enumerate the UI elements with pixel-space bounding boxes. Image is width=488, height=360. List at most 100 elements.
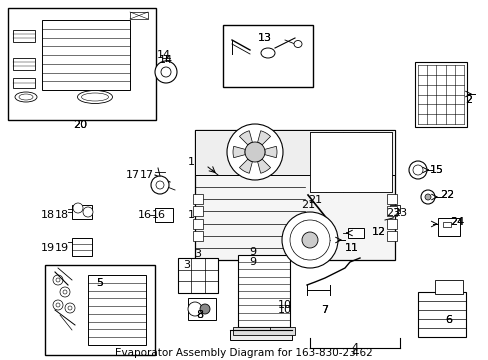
Text: 20: 20 xyxy=(73,120,87,130)
Circle shape xyxy=(420,190,434,204)
Ellipse shape xyxy=(293,40,302,48)
Circle shape xyxy=(424,194,430,200)
Bar xyxy=(13,78,35,88)
Circle shape xyxy=(244,142,264,162)
Text: 20: 20 xyxy=(73,120,87,130)
Circle shape xyxy=(161,67,171,77)
Bar xyxy=(193,194,203,204)
Bar xyxy=(195,130,394,175)
Bar xyxy=(195,130,394,260)
Bar xyxy=(223,25,312,87)
Text: 5: 5 xyxy=(96,278,103,288)
Text: 17: 17 xyxy=(125,170,140,180)
Text: 1: 1 xyxy=(187,210,195,220)
Circle shape xyxy=(226,124,283,180)
Ellipse shape xyxy=(19,94,33,100)
Text: 2: 2 xyxy=(464,95,471,105)
Text: 6: 6 xyxy=(444,315,451,325)
Circle shape xyxy=(73,203,83,213)
Circle shape xyxy=(63,290,67,294)
Bar xyxy=(130,12,148,19)
Circle shape xyxy=(56,303,60,307)
Text: 3: 3 xyxy=(183,260,190,270)
Text: 19: 19 xyxy=(55,243,69,253)
Text: 7: 7 xyxy=(320,305,327,315)
Wedge shape xyxy=(232,146,245,158)
Text: 13: 13 xyxy=(258,33,271,43)
Circle shape xyxy=(412,165,422,175)
Circle shape xyxy=(151,176,169,194)
Bar xyxy=(42,20,130,90)
Text: 21: 21 xyxy=(307,195,322,205)
Circle shape xyxy=(60,287,70,297)
Text: 23: 23 xyxy=(392,208,407,218)
Text: 12: 12 xyxy=(371,227,386,237)
Text: 21: 21 xyxy=(300,200,314,210)
Bar xyxy=(417,292,465,337)
Bar xyxy=(238,255,289,327)
Circle shape xyxy=(65,303,75,313)
Text: 22: 22 xyxy=(439,190,453,200)
Bar xyxy=(386,194,396,204)
Text: 15: 15 xyxy=(429,165,443,175)
Text: 18: 18 xyxy=(55,210,69,220)
Wedge shape xyxy=(264,146,276,158)
Text: 23: 23 xyxy=(385,208,399,218)
Bar xyxy=(72,238,92,256)
Text: 14: 14 xyxy=(159,55,173,65)
Text: 10: 10 xyxy=(278,300,291,310)
Text: 10: 10 xyxy=(278,305,291,315)
Text: 2: 2 xyxy=(464,95,471,105)
Text: 8: 8 xyxy=(196,310,203,320)
Text: 7: 7 xyxy=(320,305,327,315)
Bar xyxy=(437,218,459,236)
Text: 17: 17 xyxy=(140,170,154,180)
Text: 9: 9 xyxy=(249,257,256,267)
Circle shape xyxy=(155,61,177,83)
Text: 11: 11 xyxy=(345,243,358,253)
Circle shape xyxy=(282,212,337,268)
Bar xyxy=(187,298,216,320)
Text: 6: 6 xyxy=(444,315,451,325)
Text: 4: 4 xyxy=(351,343,358,353)
Text: 24: 24 xyxy=(449,217,463,227)
Text: 1: 1 xyxy=(187,157,195,167)
Bar xyxy=(193,219,203,229)
Wedge shape xyxy=(257,159,270,173)
Text: 9: 9 xyxy=(249,247,256,257)
Ellipse shape xyxy=(15,92,37,102)
Bar xyxy=(389,205,399,213)
Wedge shape xyxy=(257,131,270,145)
Text: 8: 8 xyxy=(196,310,203,320)
Circle shape xyxy=(83,207,93,217)
Text: 3: 3 xyxy=(194,249,201,259)
Circle shape xyxy=(408,161,426,179)
Circle shape xyxy=(53,275,63,285)
Circle shape xyxy=(156,181,163,189)
Text: 19: 19 xyxy=(41,243,55,253)
Circle shape xyxy=(289,220,329,260)
Bar xyxy=(309,132,391,192)
Ellipse shape xyxy=(77,90,112,104)
Bar xyxy=(88,275,146,345)
Bar xyxy=(414,62,466,127)
Bar xyxy=(45,265,155,355)
Bar xyxy=(386,231,396,241)
Circle shape xyxy=(56,278,60,282)
Ellipse shape xyxy=(81,93,108,101)
Bar xyxy=(232,327,294,335)
Text: 15: 15 xyxy=(429,165,443,175)
Text: 13: 13 xyxy=(258,33,271,43)
Bar xyxy=(229,330,291,340)
Text: 5: 5 xyxy=(96,278,103,288)
Circle shape xyxy=(53,300,63,310)
Bar xyxy=(193,206,203,216)
Text: 22: 22 xyxy=(439,190,453,200)
Text: 16: 16 xyxy=(138,210,152,220)
Bar xyxy=(347,228,363,238)
Bar xyxy=(386,219,396,229)
Text: 16: 16 xyxy=(152,210,165,220)
Bar xyxy=(13,58,35,70)
Text: 14: 14 xyxy=(157,50,171,60)
Text: Evaporator Assembly Diagram for 163-830-23-62: Evaporator Assembly Diagram for 163-830-… xyxy=(115,348,372,358)
